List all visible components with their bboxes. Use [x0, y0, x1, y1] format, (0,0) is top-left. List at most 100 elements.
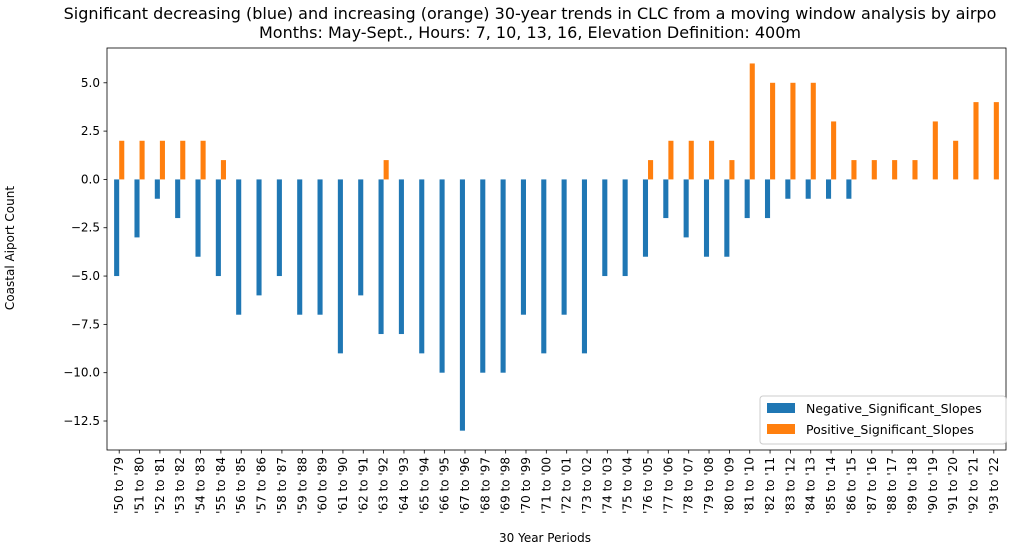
legend-swatch-negative — [767, 403, 795, 413]
bar — [602, 179, 608, 277]
bar — [709, 140, 715, 180]
bar — [561, 179, 567, 315]
bar — [378, 179, 384, 335]
y-tick-label: −5.0 — [71, 269, 100, 283]
x-tick-label: '79 to '08 — [702, 457, 716, 514]
x-tick-label: '57 to '86 — [255, 457, 269, 514]
bar — [851, 160, 857, 180]
bar — [480, 179, 486, 373]
legend-label-negative: Negative_Significant_Slopes — [806, 401, 982, 416]
chart-title-line2: Months: May-Sept., Hours: 7, 10, 13, 16,… — [259, 23, 801, 42]
x-tick-label: '73 to '02 — [580, 457, 594, 514]
bar — [276, 179, 282, 277]
x-tick-label: '77 to '06 — [661, 457, 675, 514]
bar — [154, 179, 160, 199]
bar — [729, 160, 735, 180]
x-tick-label: '82 to '11 — [763, 457, 777, 514]
x-tick-label: '53 to '82 — [173, 457, 187, 514]
x-tick-label: '92 to '21 — [966, 457, 980, 514]
y-tick-label: −7.5 — [71, 317, 100, 331]
y-tick-label: −10.0 — [63, 366, 100, 380]
bar — [419, 179, 425, 354]
x-tick-label: '54 to '83 — [194, 457, 208, 514]
bar — [195, 179, 201, 257]
bar — [764, 179, 771, 219]
y-tick-label: 0.0 — [81, 172, 100, 186]
x-tick-label: '68 to '97 — [478, 457, 492, 514]
x-tick-label: '84 to '13 — [804, 457, 818, 514]
bar — [785, 179, 791, 199]
legend-swatch-positive — [767, 424, 795, 434]
bar — [826, 179, 832, 199]
bar — [159, 140, 165, 180]
y-tick-label: −12.5 — [63, 414, 100, 428]
plot-area: −12.5 −10.0 −7.5 −5.0 −2.5 0.0 2.5 5.0 '50 to '7… — [63, 47, 1007, 514]
x-tick-label: '59 to '88 — [295, 457, 309, 514]
x-tick-label: '78 to '07 — [682, 457, 696, 514]
bar — [139, 140, 145, 180]
x-tick-label: '51 to '80 — [133, 457, 147, 514]
bar — [398, 179, 404, 335]
legend: Negative_Significant_Slopes Positive_Sig… — [759, 395, 1007, 445]
bar — [973, 102, 979, 180]
x-tick-label: '70 to '99 — [519, 457, 533, 514]
bar — [114, 179, 120, 277]
x-tick-label: '58 to '87 — [275, 457, 289, 514]
x-tick-label: '85 to '14 — [824, 457, 838, 514]
bar — [993, 102, 999, 180]
bar — [317, 179, 323, 315]
legend-frame — [759, 395, 1007, 445]
x-tick-label: '69 to '98 — [499, 457, 513, 514]
x-tick-label: '55 to '84 — [214, 457, 228, 514]
bar — [688, 140, 694, 180]
bar — [663, 179, 669, 219]
bar — [810, 82, 816, 180]
bar — [790, 82, 796, 180]
x-tick-label: '71 to '00 — [539, 457, 553, 514]
bar — [134, 179, 140, 238]
x-tick-label: '62 to '91 — [356, 457, 370, 514]
bar — [683, 179, 689, 238]
x-tick-label: '67 to '96 — [458, 457, 472, 514]
bar — [119, 140, 125, 180]
bar — [175, 179, 181, 219]
x-tick-label: '64 to '93 — [397, 457, 411, 514]
bar — [871, 160, 877, 180]
x-tick-label: '80 to '09 — [722, 457, 736, 514]
bar — [220, 160, 226, 180]
bar — [703, 179, 710, 257]
series-positive — [119, 63, 999, 180]
chart-title-line1: Significant decreasing (blue) and increa… — [64, 4, 997, 23]
bar — [297, 179, 303, 315]
bar — [459, 179, 465, 431]
x-tick-label: '89 to '18 — [905, 457, 919, 514]
bar — [236, 179, 242, 315]
bar — [358, 179, 364, 296]
bar — [749, 63, 755, 180]
y-tick-label: 5.0 — [81, 76, 100, 90]
x-tick-label: '74 to '03 — [600, 457, 614, 514]
x-tick-label: '66 to '95 — [438, 457, 452, 514]
bar — [520, 179, 526, 315]
legend-label-positive: Positive_Significant_Slopes — [806, 422, 974, 437]
x-tick-label: '88 to '17 — [885, 457, 899, 514]
bar — [337, 179, 343, 354]
x-tick-label: '75 to '04 — [621, 457, 635, 514]
bar — [256, 179, 262, 296]
bar — [439, 179, 445, 373]
y-axis-label: Coastal Aiport Count — [3, 186, 17, 310]
bar — [932, 121, 938, 180]
bar — [500, 179, 506, 373]
x-tick-label: '61 to '90 — [336, 457, 350, 514]
bar — [668, 140, 674, 180]
x-axis-label: 30 Year Periods — [499, 531, 591, 545]
bar — [541, 179, 547, 354]
axes-frame — [106, 47, 1007, 451]
bar — [648, 160, 654, 180]
y-tick-label: 2.5 — [81, 124, 100, 138]
bar — [383, 160, 389, 180]
bar — [744, 179, 750, 219]
bar — [831, 121, 837, 180]
bar — [770, 82, 776, 180]
